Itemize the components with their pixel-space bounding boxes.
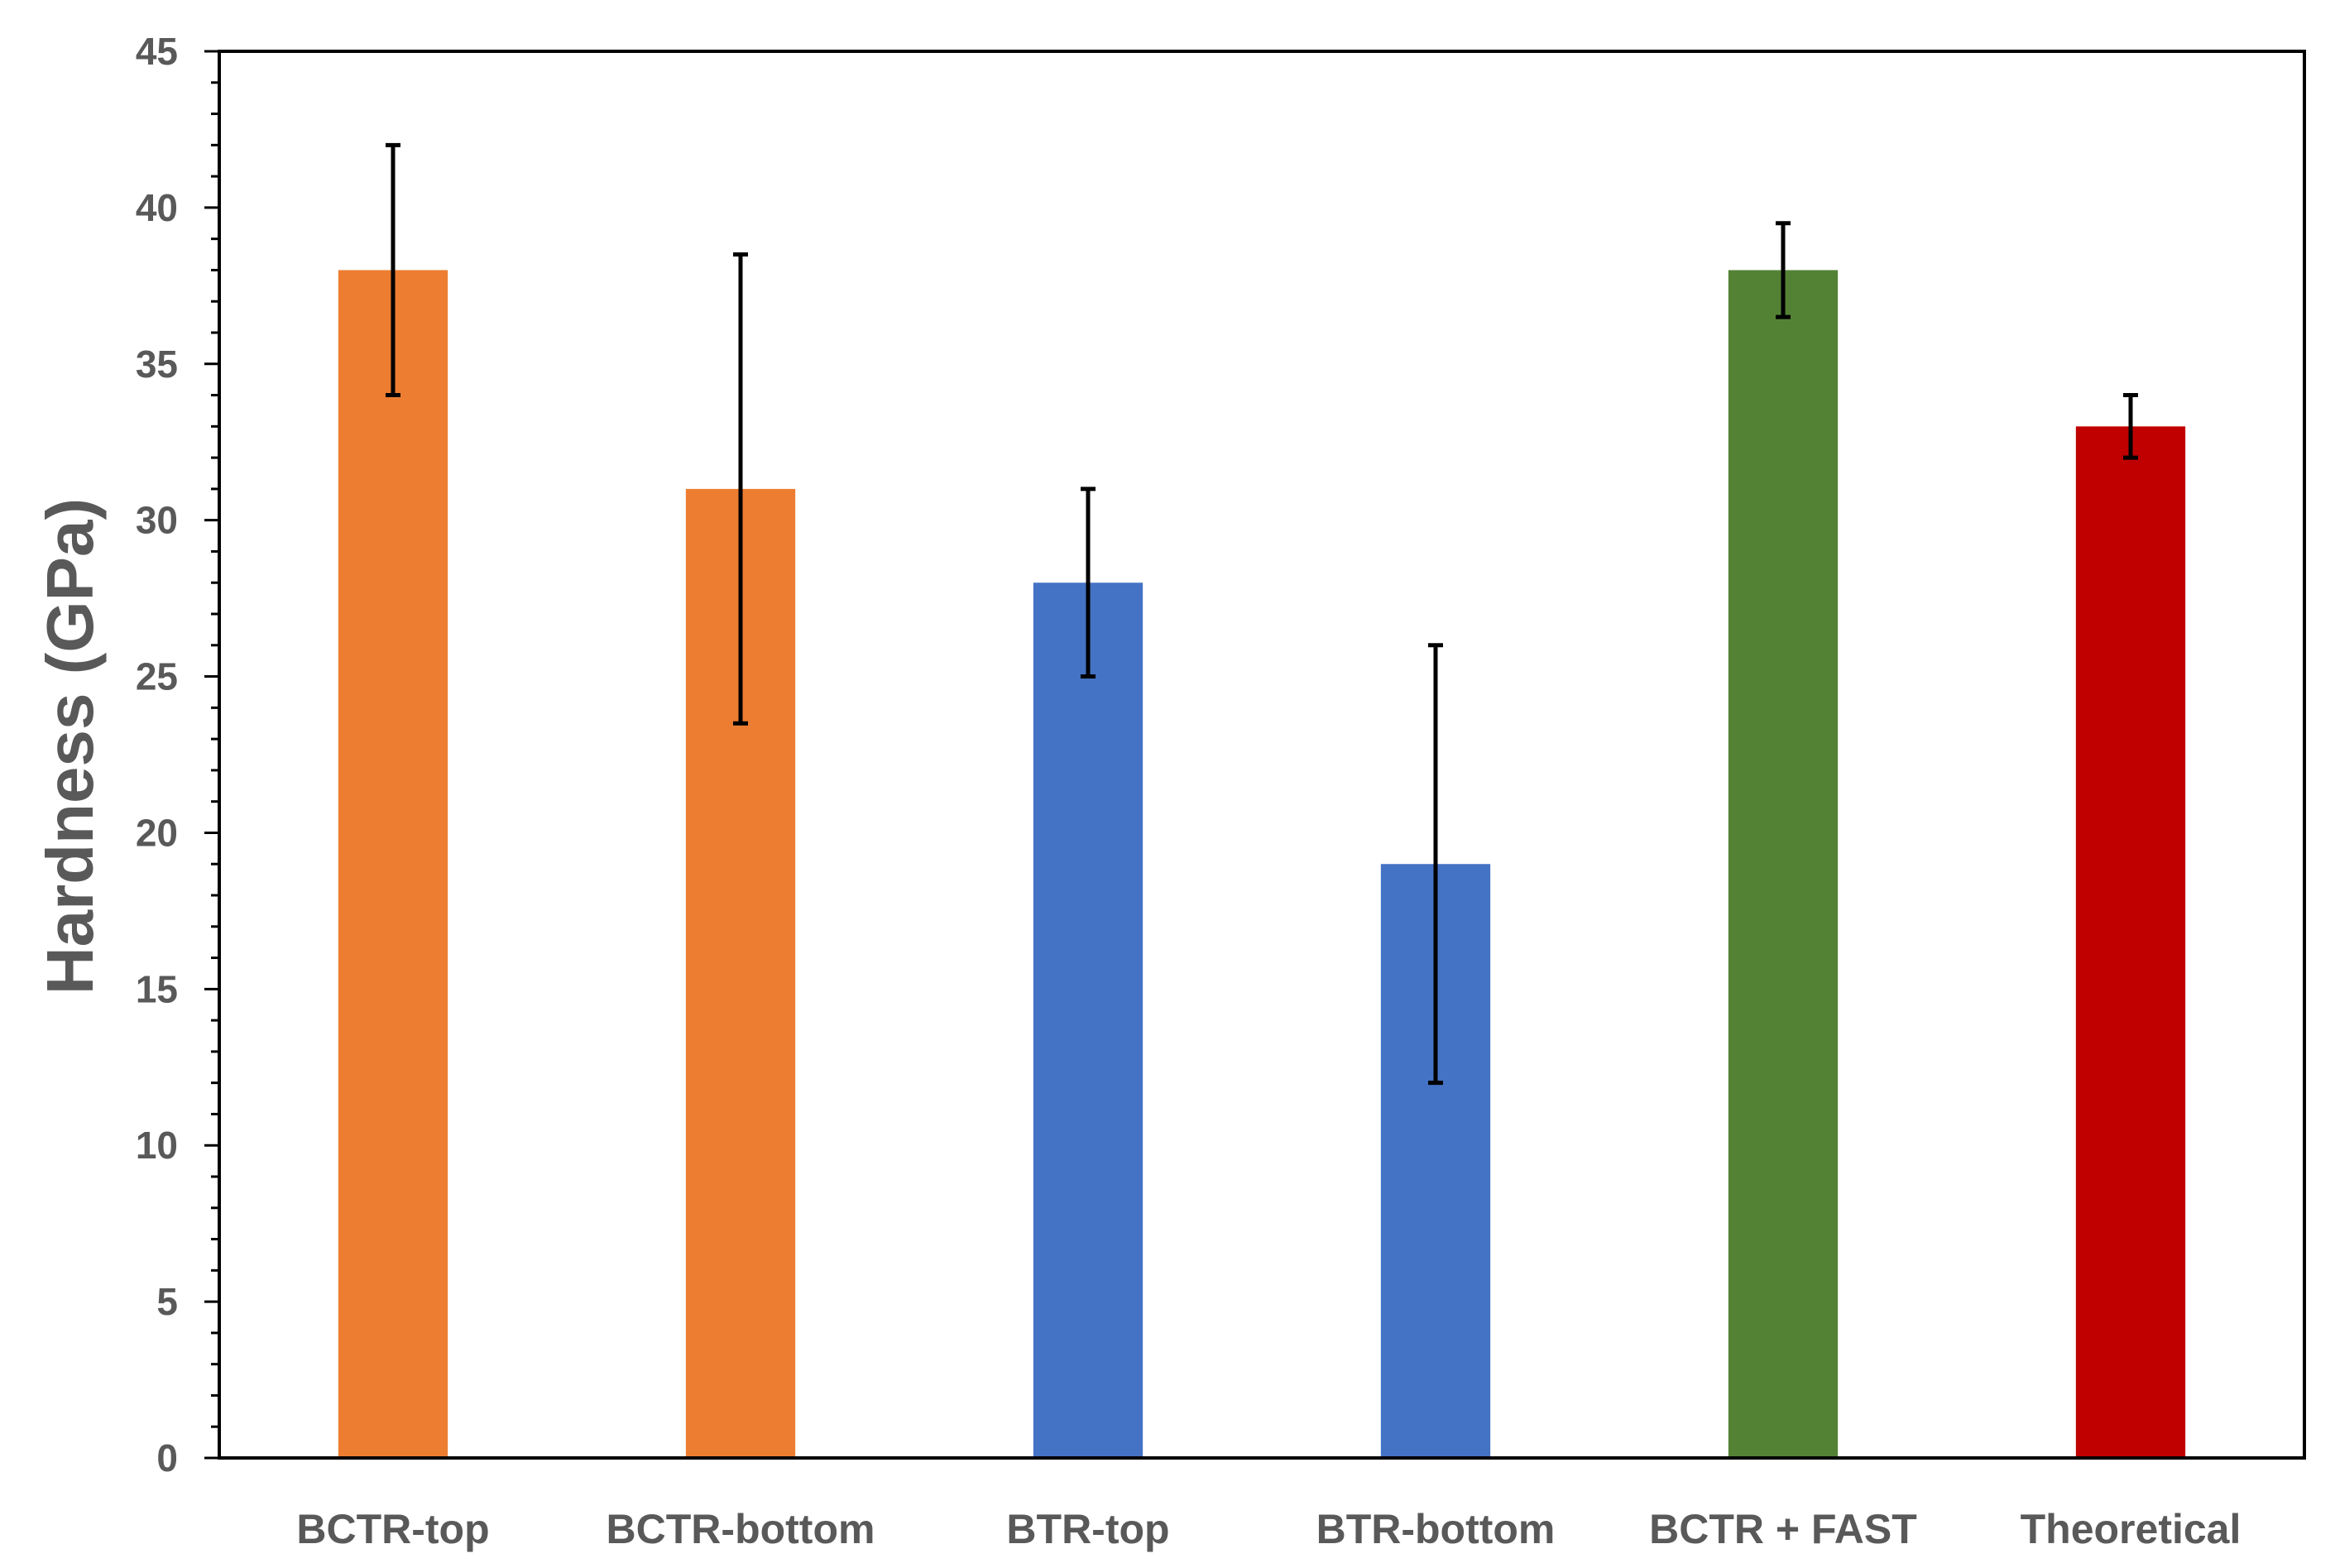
bar-bctr-top <box>338 270 448 1458</box>
y-tick-label: 30 <box>136 499 178 542</box>
x-tick-label: BTR-bottom <box>1316 1506 1556 1552</box>
y-tick-label: 0 <box>156 1436 178 1479</box>
bar-theoretical <box>2076 426 2185 1458</box>
y-tick-label: 45 <box>136 30 178 73</box>
x-tick-label: BCTR-top <box>296 1506 489 1552</box>
x-tick-label: BTR-top <box>1006 1506 1169 1552</box>
y-tick-label: 5 <box>156 1280 178 1323</box>
y-tick-label: 40 <box>136 186 178 229</box>
x-tick-label: BCTR + FAST <box>1649 1506 1917 1552</box>
y-tick-label: 20 <box>136 811 178 854</box>
bar-bctr-fast <box>1728 270 1838 1458</box>
y-tick-label: 15 <box>136 967 178 1010</box>
bar-chart: 0 5 10 15 20 25 30 35 40 45 BCTR-top BCTR-bottom BT… <box>0 0 2335 1568</box>
x-tick-label: Theoretical <box>2021 1506 2242 1552</box>
chart-root: 0 5 10 15 20 25 30 35 40 45 BCTR-top BCTR-bottom BT… <box>0 0 2335 1568</box>
y-tick-label: 10 <box>136 1124 178 1167</box>
x-tick-label: BCTR-bottom <box>607 1506 875 1552</box>
y-tick-label: 25 <box>136 655 178 698</box>
bar-btr-top <box>1033 583 1143 1458</box>
y-tick-label: 35 <box>136 343 178 386</box>
y-axis-title: Hardness (GPa) <box>33 498 107 995</box>
